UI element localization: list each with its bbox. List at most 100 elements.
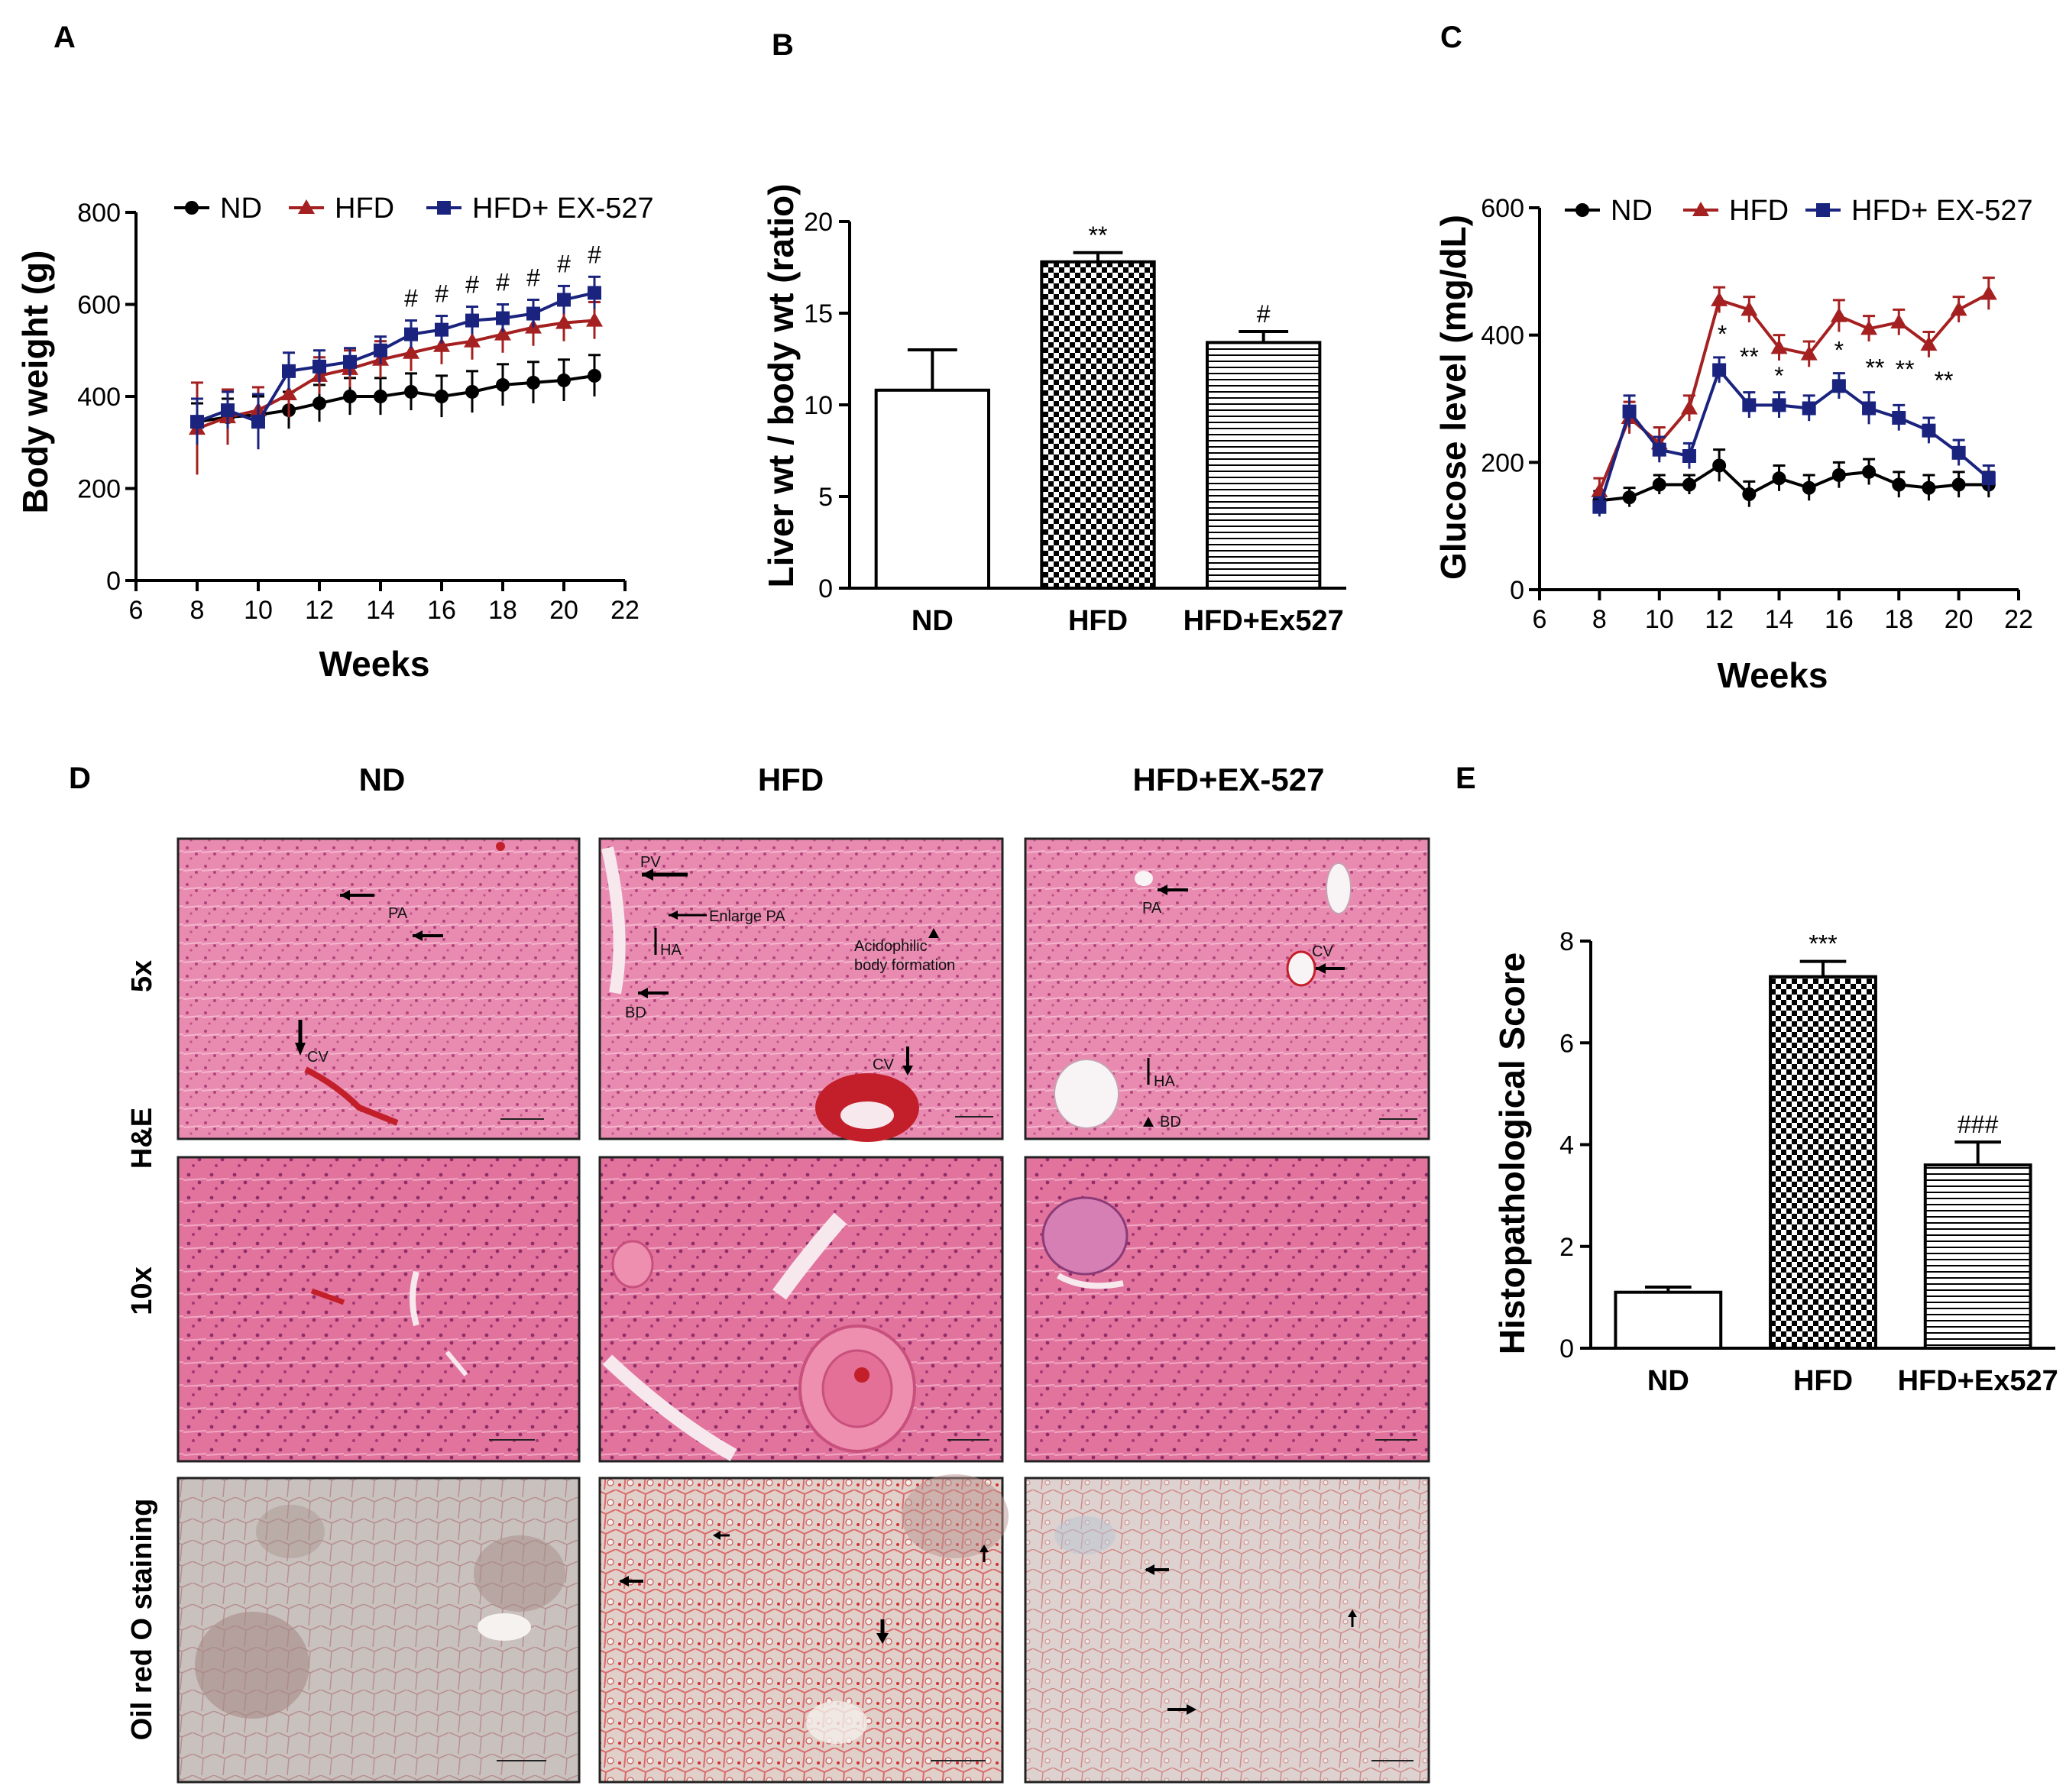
panel-c-x-tick-label: 8 (1592, 605, 1607, 634)
panel-c-significance-mark: ** (1935, 367, 1954, 394)
panel-a-significance-mark: # (404, 285, 418, 312)
histology-image-ex-5x: PA CV HA BD (1024, 837, 1430, 1140)
panel-e-ylabel: Histopathological Score (1492, 953, 1532, 1355)
panel-b-bar-hfd-ex527 (1206, 341, 1322, 590)
panel-c-data-point (1831, 468, 1846, 482)
panel-c-x-tick-label: 10 (1645, 605, 1674, 634)
panel-b-bar-hfd (1040, 260, 1156, 590)
panel-c-data-point (1770, 339, 1788, 354)
panel-e-category-label: HFD+Ex527 (1898, 1365, 2058, 1397)
histology-row-10x: 10x (126, 1266, 158, 1315)
panel-a-axes: 0 200 400 600 800 6 8 10 12 14 16 18 20 22 (77, 199, 640, 625)
panel-a-legend-marker (437, 201, 451, 215)
panel-b-category-label: HFD (1068, 605, 1128, 637)
panel-c-data-point (1922, 423, 1936, 438)
panel-a-data-point (588, 286, 601, 300)
panel-a-data-point (435, 390, 448, 403)
panel-c-data-point (1741, 301, 1758, 316)
panel-c-data-point (1772, 398, 1786, 412)
panel-a-legend-label: HFD+ EX-527 (472, 192, 654, 225)
panel-c-series-line (1598, 292, 1990, 492)
panel-a-x-tick-label: 16 (427, 596, 456, 625)
panel-c-data-point (1742, 487, 1757, 501)
panel-c-legend-marker (1692, 202, 1709, 216)
panel-a-data-point (526, 375, 540, 390)
nd-5x-cv-label: CV (307, 1049, 329, 1066)
panel-c-data-point (1892, 477, 1906, 492)
ex-5x-bd-label: BD (1160, 1114, 1181, 1131)
panel-a-letter: A (53, 21, 76, 54)
panel-c-letter: C (1440, 21, 1462, 54)
panel-c-significance-mark: ** (1865, 354, 1884, 381)
panel-a-significance-mark: # (496, 269, 510, 296)
panel-a-data-point (343, 354, 357, 369)
panel-a-y-tick-label: 200 (77, 475, 121, 504)
panel-c-y-tick-label: 0 (1510, 576, 1524, 605)
panel-b-y-tick-label: 15 (804, 299, 833, 328)
panel-e-y-tick-label: 8 (1559, 927, 1574, 956)
panel-a-data-point (494, 325, 511, 341)
panel-e-y-tick-label: 0 (1559, 1334, 1574, 1363)
panel-a-significance-mark: # (435, 280, 448, 308)
panel-a-data-point (433, 337, 450, 352)
panel-c-data-point (1981, 471, 1996, 486)
panel-a-significance-mark: # (465, 271, 479, 299)
panel-e-y-tick-label: 2 (1559, 1233, 1574, 1262)
panel-c-significance-mark: * (1834, 337, 1844, 364)
nd-5x-pa-label: PA (388, 905, 408, 922)
panel-c-data-point (1682, 449, 1696, 463)
hfd-5x-ha-label: HA (660, 942, 682, 959)
panel-c-legend-label: HFD (1729, 195, 1789, 227)
panel-c-data-point (1892, 411, 1906, 425)
panel-c-data-point (1622, 404, 1637, 419)
panel-c-x-tick-label: 14 (1765, 605, 1794, 634)
panel-a-legend-marker (185, 201, 199, 215)
panel-a-significance-mark: # (526, 264, 540, 291)
panel-a-data-point (496, 377, 510, 392)
panel-c-xlabel: Weeks (1718, 655, 1828, 695)
panel-a-data-point (221, 403, 235, 418)
panel-e-significance-mark: ### (1958, 1111, 1999, 1138)
histology-row-5x: 5x (126, 960, 158, 992)
hfd-5x-pv-label: PV (640, 854, 661, 871)
panel-a-x-tick-label: 8 (190, 596, 205, 625)
panel-c-series (1591, 277, 1997, 517)
panel-a-data-point (404, 384, 418, 399)
panel-a-series-hfd (189, 300, 603, 475)
histology-image-hfd-10x (598, 1156, 1004, 1463)
panel-b-significance-mark: # (1257, 300, 1271, 328)
panel-a-y-tick-label: 400 (77, 383, 121, 412)
panel-b-ylabel: Liver wt / body wt (ratio) (761, 183, 801, 587)
panel-b-y-tick-label: 10 (804, 391, 833, 420)
panel-a-ylabel: Body weight (g) (15, 251, 55, 514)
panel-a-y-tick-label: 0 (106, 567, 121, 596)
panel-c-y-tick-label: 200 (1481, 448, 1524, 477)
panel-c-x-tick-label: 18 (1884, 605, 1913, 634)
panel-e-category-label: HFD (1793, 1365, 1853, 1397)
histology-image-hfd-oil (598, 1474, 1009, 1784)
panel-c-glucose-chart: C Glucose level (mg/dL) Weeks 0 200 400 600… (1433, 21, 2033, 695)
panel-e-letter: E (1456, 762, 1476, 795)
panel-a-data-point (280, 385, 297, 400)
hfd-5x-body-formation-label: body formation (854, 957, 955, 974)
panel-e-bars: ND HFD *** HFD+Ex527 ### (1614, 930, 2058, 1397)
histology-image-ex-10x (1024, 1156, 1430, 1463)
ex-5x-pa-label: PA (1142, 900, 1162, 917)
panel-b-category-label: HFD+Ex527 (1184, 605, 1344, 637)
histology-col-hfd-ex527: HFD+EX-527 (1133, 762, 1325, 797)
panel-c-annotations: ******* ** ** (1718, 321, 1954, 394)
panel-a-x-tick-label: 12 (305, 596, 334, 625)
panel-b-bar-nd (874, 388, 990, 590)
panel-a-data-point (464, 332, 481, 348)
panel-b-bars: ND HFD ** HFD+Ex527 # (874, 222, 1344, 637)
panel-a-data-point (557, 373, 571, 387)
panel-a-x-tick-label: 6 (129, 596, 144, 625)
panel-c-data-point (1712, 363, 1727, 377)
panel-c-data-point (1800, 345, 1818, 361)
panel-c-data-point (1742, 398, 1757, 412)
panel-a-data-point (190, 415, 204, 429)
panel-a-legend: ND HFD HFD+ EX-527 (174, 192, 654, 225)
panel-e-significance-mark: *** (1809, 930, 1837, 958)
panel-e-histopathological-score-chart: E Histopathological Score 0 2 4 6 8 ND HFD ***… (1456, 762, 2058, 1397)
